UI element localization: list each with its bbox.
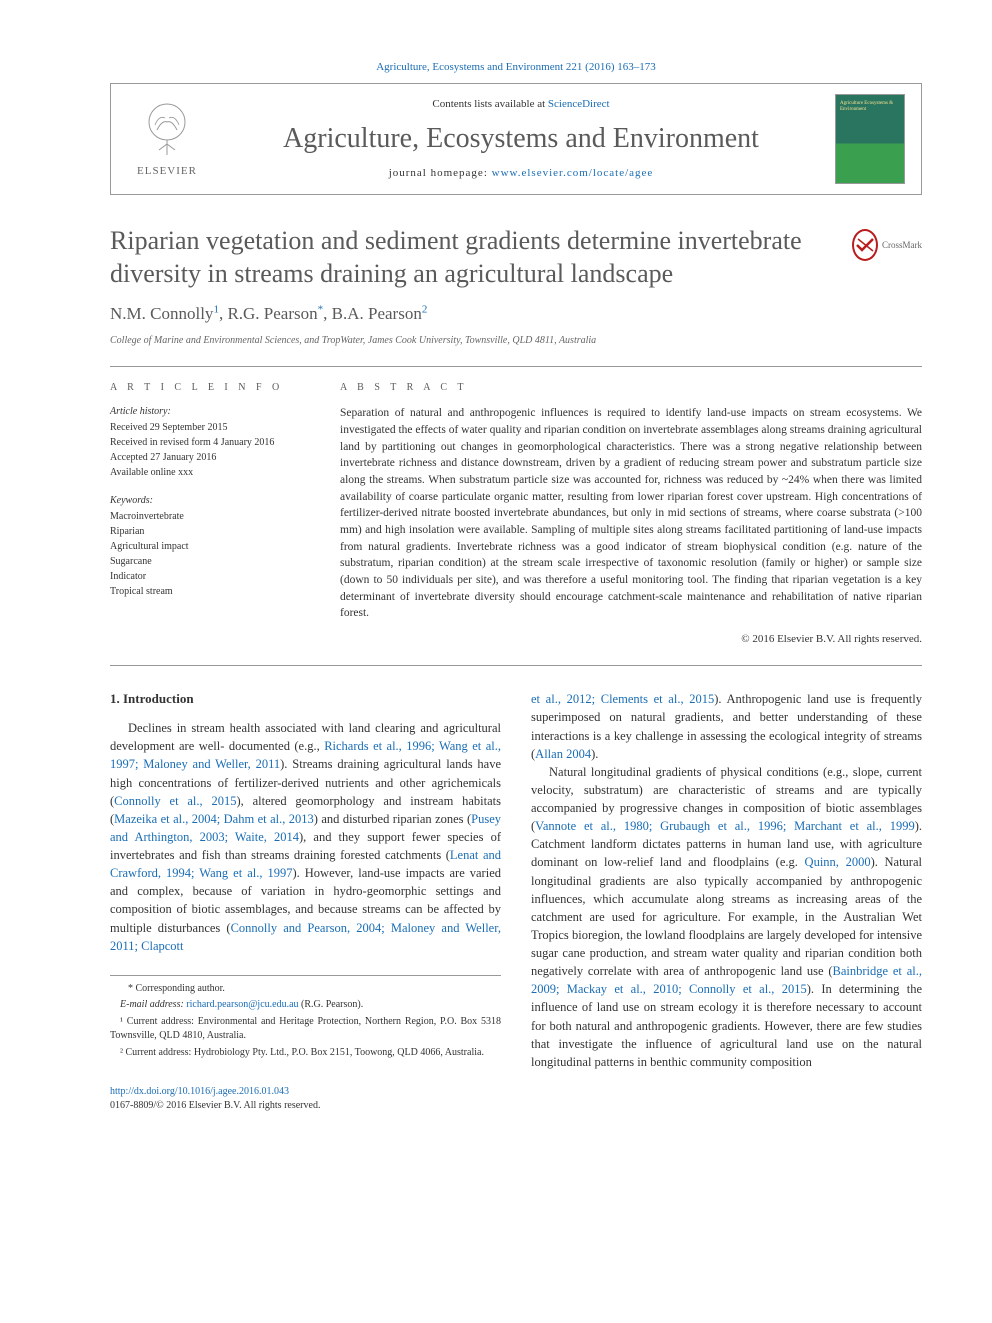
abstract-copyright: © 2016 Elsevier B.V. All rights reserved… [340,632,922,647]
journal-name: Agriculture, Ecosystems and Environment [227,119,815,158]
history-received: Received 29 September 2015 [110,421,310,435]
crossmark-label: CrossMark [882,239,922,252]
journal-header: ELSEVIER Contents lists available at Sci… [110,83,922,195]
citation-link[interactable]: Vannote et al., 1980; Grubaugh et al., 1… [535,819,915,833]
article-info-heading: A R T I C L E I N F O [110,381,310,395]
homepage-link[interactable]: www.elsevier.com/locate/agee [492,167,654,179]
top-citation: Agriculture, Ecosystems and Environment … [110,60,922,75]
keywords-label: Keywords: [110,494,310,508]
corresponding-author: * Corresponding author. [110,982,501,997]
author-3: , B.A. Pearson [323,304,422,323]
author-3-affil[interactable]: 2 [422,304,428,316]
journal-cover-thumbnail[interactable]: Agriculture Ecosystems & Environment [835,94,905,184]
page-footer: http://dx.doi.org/10.1016/j.agee.2016.01… [110,1085,922,1113]
history-online: Available online xxx [110,466,310,480]
journal-homepage: journal homepage: www.elsevier.com/locat… [227,166,815,181]
authors: N.M. Connolly1, R.G. Pearson*, B.A. Pear… [110,302,922,326]
footnote-2: ² Current address: Hydrobiology Pty. Ltd… [110,1046,501,1061]
keyword: Sugarcane [110,555,310,569]
sciencedirect-link[interactable]: ScienceDirect [548,98,610,110]
keyword: Tropical stream [110,585,310,599]
email-line: E-mail address: richard.pearson@jcu.edu.… [110,998,501,1013]
keyword: Agricultural impact [110,540,310,554]
email-link[interactable]: richard.pearson@jcu.edu.au [186,999,298,1010]
crossmark-icon [852,229,878,261]
citation-link[interactable]: Connolly et al., 2015 [114,794,236,808]
keyword: Macroinvertebrate [110,510,310,524]
author-2: , R.G. Pearson [219,304,318,323]
footnote-1: ¹ Current address: Environmental and Her… [110,1015,501,1044]
elsevier-tree-icon [137,100,197,160]
author-1: N.M. Connolly [110,304,213,323]
body-text: 1. Introduction Declines in stream healt… [110,690,922,1071]
keyword: Riparian [110,525,310,539]
homepage-prefix: journal homepage: [389,167,492,179]
contents-line: Contents lists available at ScienceDirec… [227,97,815,112]
citation-link[interactable]: et al., 2012; Clements et al., 2015 [531,692,714,706]
citation-link[interactable]: Mazeika et al., 2004; Dahm et al., 2013 [114,812,314,826]
intro-paragraph-1: Declines in stream health associated wit… [110,719,501,955]
article-info: A R T I C L E I N F O Article history: R… [110,381,310,647]
elsevier-label: ELSEVIER [137,164,197,179]
cover-title: Agriculture Ecosystems & Environment [840,101,900,112]
intro-paragraph-2: Natural longitudinal gradients of physic… [531,763,922,1071]
issn-line: 0167-8809/© 2016 Elsevier B.V. All right… [110,1100,320,1111]
section-heading-intro: 1. Introduction [110,690,501,709]
citation-link[interactable]: Allan 2004 [535,747,591,761]
history-label: Article history: [110,405,310,419]
keyword: Indicator [110,570,310,584]
history-accepted: Accepted 27 January 2016 [110,451,310,465]
left-column: 1. Introduction Declines in stream healt… [110,690,501,1071]
history-revised: Received in revised form 4 January 2016 [110,436,310,450]
doi-link[interactable]: http://dx.doi.org/10.1016/j.agee.2016.01… [110,1086,289,1097]
abstract-text: Separation of natural and anthropogenic … [340,405,922,622]
intro-paragraph-1-cont: et al., 2012; Clements et al., 2015). An… [531,690,922,763]
elsevier-logo[interactable]: ELSEVIER [127,94,207,184]
contents-prefix: Contents lists available at [432,98,547,110]
crossmark-button[interactable]: CrossMark [852,225,922,265]
abstract-heading: A B S T R A C T [340,381,922,395]
article-title: Riparian vegetation and sediment gradien… [110,225,836,290]
abstract: A B S T R A C T Separation of natural an… [340,381,922,647]
affiliation: College of Marine and Environmental Scie… [110,334,922,348]
footnotes: * Corresponding author. E-mail address: … [110,975,501,1061]
citation-link[interactable]: Quinn, 2000 [805,855,871,869]
top-citation-link[interactable]: Agriculture, Ecosystems and Environment … [376,61,656,73]
right-column: et al., 2012; Clements et al., 2015). An… [531,690,922,1071]
